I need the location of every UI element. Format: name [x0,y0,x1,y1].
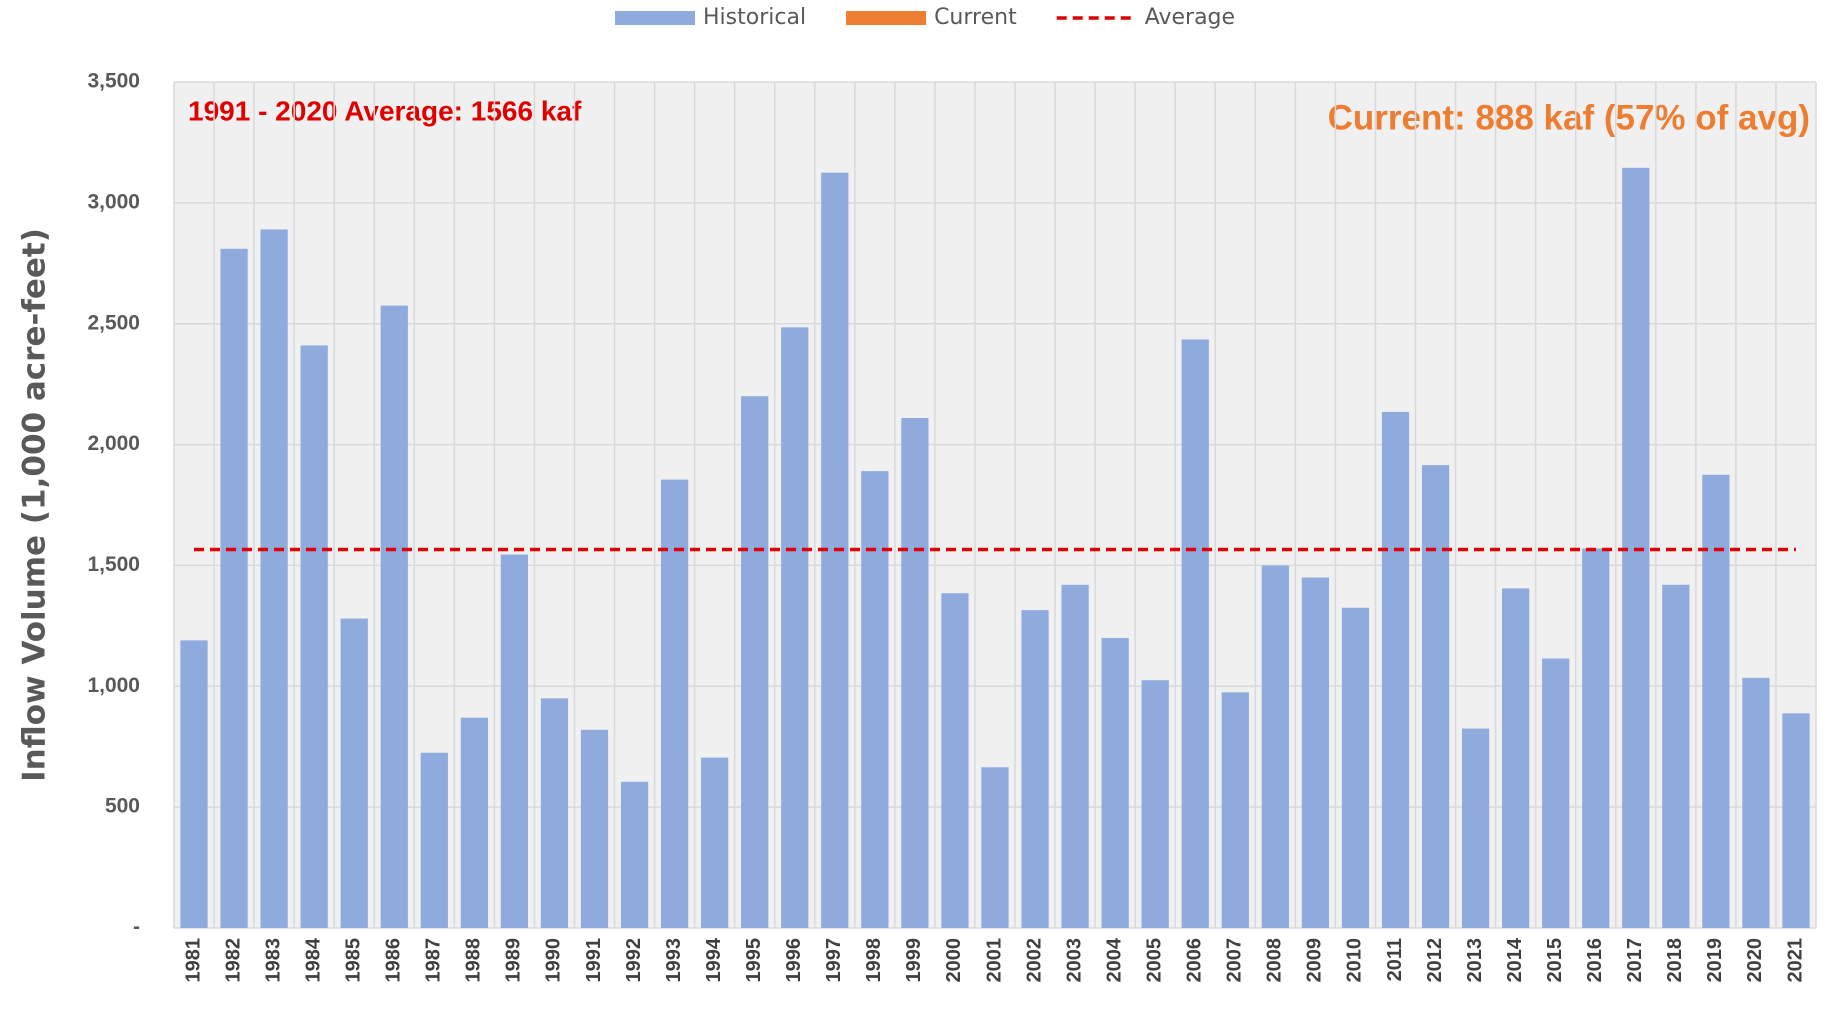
x-tick-label: 2017 [1624,938,1646,983]
bar [1782,713,1810,928]
x-tick-label: 1981 [182,938,204,983]
legend-label: Current [934,5,1017,30]
x-tick-label: 2021 [1784,938,1806,983]
bar [580,729,609,928]
bar [1261,565,1289,928]
y-tick-label: 500 [105,795,140,818]
x-tick-label: 1987 [423,938,445,983]
bar [420,752,448,928]
bar [1301,577,1330,928]
x-tick-label: 1991 [583,938,605,983]
bar [1341,607,1370,928]
bar [1702,474,1730,928]
x-tick-label: 1982 [222,938,244,983]
x-tick-label: 1996 [783,938,805,983]
x-tick-label: 1999 [903,938,925,983]
x-tick-label: 2005 [1143,938,1165,983]
bar [340,618,368,928]
bar [180,640,208,928]
y-axis-label: Inflow Volume (1,000 acre-feet) [17,228,53,782]
x-tick-label: 1984 [302,937,324,982]
x-tick-label: 2009 [1304,938,1326,983]
bar [1542,658,1570,928]
x-tick-label: 2006 [1184,938,1206,983]
bar [540,698,569,928]
x-tick-label: 2010 [1344,938,1366,983]
x-tick-label: 2016 [1584,938,1606,983]
bar [1061,584,1089,928]
x-tick-label: 2004 [1103,937,1125,982]
x-tick-label: 1988 [463,938,485,983]
x-tick-label: 1985 [343,938,365,983]
y-tick-label: 3,000 [87,190,140,213]
bar [1421,465,1450,928]
x-tick-label: 2018 [1664,938,1686,983]
bar [1021,610,1049,928]
y-tick-label: 2,500 [87,311,140,334]
bar [380,305,408,929]
bar [1461,728,1490,928]
bar [300,345,328,928]
x-tick-label: 2012 [1424,938,1446,983]
y-tick-label: 2,000 [87,432,140,455]
bar [1141,680,1169,928]
bar [1101,637,1129,928]
legend-swatch [846,11,927,25]
x-tick-label: 2002 [1023,938,1045,983]
y-tick-label: 1,000 [87,674,140,697]
x-tick-label: 1998 [863,938,885,983]
bar [1582,548,1610,928]
y-tick-label: - [133,916,140,939]
x-tick-label: 2014 [1504,937,1526,982]
bar [260,229,288,929]
x-tick-label: 2007 [1224,938,1246,983]
bar [1502,588,1530,928]
x-tick-label: 1997 [823,938,845,983]
legend-swatch [615,11,695,25]
bar [220,248,248,929]
legend-label: Average [1145,5,1235,30]
x-tick-label: 2008 [1264,938,1286,983]
x-tick-label: 2000 [943,938,965,983]
bar [1181,339,1209,928]
x-tick-label: 1986 [383,938,405,983]
bar [500,554,529,928]
y-tick-label: 3,500 [87,70,140,93]
annotation: 1991 - 2020 Average: 1566 kaf [188,95,582,126]
annotation: Current: 888 kaf (57% of avg) [1328,98,1810,137]
bar [741,396,769,928]
bar [660,479,689,928]
x-tick-label: 2020 [1744,938,1766,983]
x-tick-label: 2013 [1464,938,1486,983]
x-tick-label: 2003 [1063,938,1085,983]
x-tick-label: 2011 [1384,938,1406,981]
bar [981,767,1009,928]
x-tick-label: 2015 [1544,938,1566,983]
bar [861,471,889,928]
bar [901,417,929,928]
x-tick-label: 1992 [623,938,645,983]
x-tick-label: 1989 [503,938,525,983]
bar [1221,692,1249,928]
bar [1662,584,1690,928]
x-tick-label: 1993 [663,938,685,983]
x-tick-label: 1983 [262,938,284,983]
y-tick-label: 1,500 [87,553,140,576]
bar [1381,411,1410,928]
bar [781,327,809,929]
x-tick-label: 1994 [703,937,725,982]
x-tick-label: 2001 [983,938,1005,983]
bar [460,717,488,928]
bar [701,757,729,928]
bar [941,593,969,928]
bar [620,781,649,928]
x-tick-label: 1995 [743,938,765,983]
bar [1742,677,1770,928]
legend-label: Historical [703,5,806,30]
x-tick-label: 2019 [1704,938,1726,983]
x-tick-label: 1990 [543,938,565,983]
